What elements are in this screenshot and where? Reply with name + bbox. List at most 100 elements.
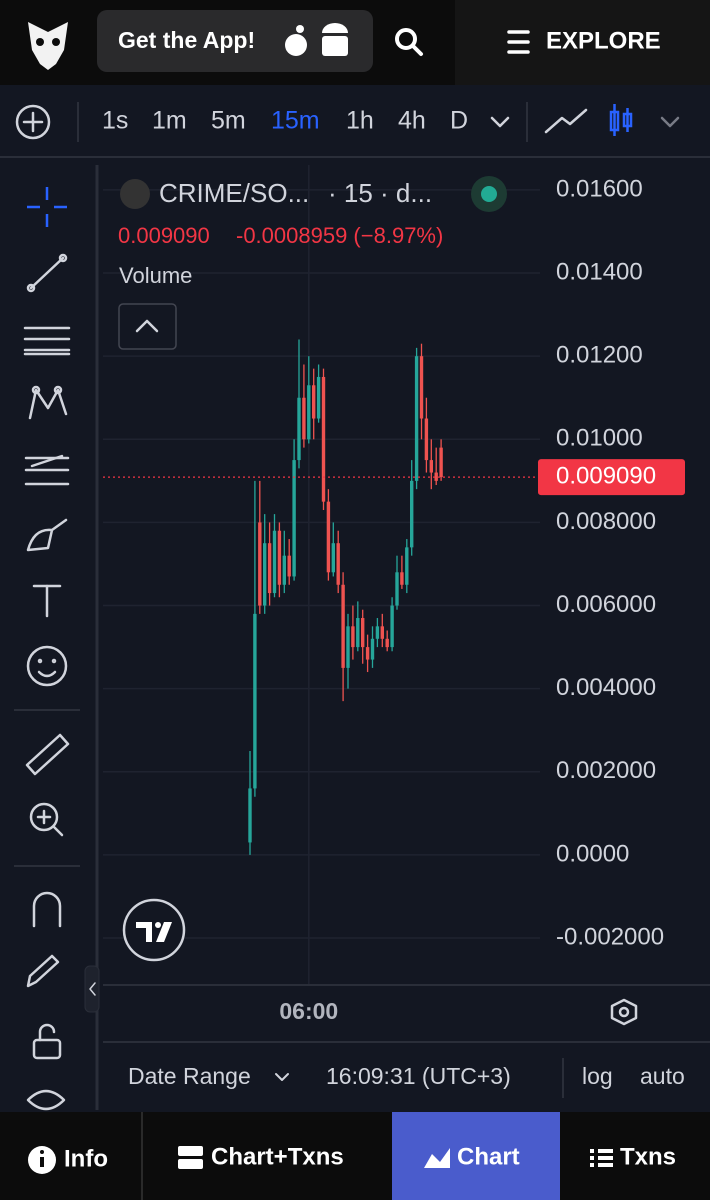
candle-body [331,543,335,573]
interval-button[interactable]: 15m [271,107,320,135]
candle-body [351,626,355,648]
menu-icon [507,30,530,54]
candle-body [405,547,409,585]
android-icon [322,23,348,56]
interval-button[interactable]: 1s [102,107,128,135]
style-dropdown[interactable] [660,116,680,128]
candle-body [375,626,380,639]
last-price-tag [538,459,685,496]
y-tick-label: 0.01000 [556,425,643,452]
text-tool[interactable] [32,584,62,618]
crosshair-tool[interactable] [27,187,67,227]
candle-body [277,530,282,585]
interval-button[interactable]: 4h [398,107,426,135]
candle-style-icon[interactable] [609,104,633,136]
interval-button[interactable]: 5m [211,107,246,135]
candle-body [292,460,296,577]
ruler-tool[interactable] [25,733,70,776]
visibility-tool[interactable] [26,1089,66,1111]
interval-button[interactable]: D [450,107,468,135]
trend-line-tool[interactable] [26,253,68,293]
candle-body [400,572,404,585]
nav-txns[interactable]: Txns [590,1143,676,1170]
candle-body [287,555,291,577]
candle-body [258,522,262,606]
candle-body [410,480,414,548]
indicator-label: Volume [119,263,192,288]
zoom-tool[interactable] [29,802,64,837]
collapse-arrow [89,982,96,996]
nav-label: Txns [620,1143,676,1170]
interval-button[interactable]: 1m [152,107,187,135]
candle-body [341,584,345,668]
y-tick-label: 0.006000 [556,591,656,618]
brush-tool[interactable] [26,518,68,552]
line-style-icon[interactable] [544,108,588,134]
nav-chart[interactable]: Chart [424,1143,520,1170]
interval-info: · 15 · d... [328,178,432,208]
interval-dropdown[interactable] [490,116,510,128]
search-icon[interactable] [395,28,423,56]
price-change: -0.0008959 (−8.97%) [236,223,443,248]
settings-icon[interactable] [610,998,638,1026]
nav-chart-txns[interactable]: Chart+Txns [178,1143,344,1170]
fib-tool[interactable] [23,326,71,356]
chevron-up [135,319,159,333]
lock-tool[interactable] [32,1023,62,1060]
tools-panel [0,158,95,1110]
lock-drawing-tool[interactable] [26,954,60,988]
pattern-tool[interactable] [28,385,68,420]
last-price: 0.009090 [118,223,210,248]
candle-body [395,572,399,606]
get-app-button[interactable] [97,10,373,72]
candle-body [326,501,331,573]
emoji-tool[interactable] [26,645,68,687]
interval-button[interactable]: 1h [346,107,374,135]
candle-body [346,626,350,668]
symbol-icon [120,179,150,209]
collapse-indicators[interactable] [118,303,177,350]
candle-body [424,418,429,461]
candle-body [282,555,286,585]
candle-body [321,376,326,502]
candle-body [253,613,257,789]
logo[interactable] [28,22,68,70]
y-tick-label: 0.008000 [556,508,656,535]
apple-icon [285,25,307,56]
candle-body [267,543,272,594]
y-tick-label: 0.01400 [556,258,643,285]
explore-text: EXPLORE [546,27,661,54]
date-range-dropdown [275,1073,289,1081]
last-price-tag-text: 0.009090 [556,462,656,489]
y-tick-label: 0.01200 [556,342,643,369]
candle-body [439,447,443,478]
candle-body [361,618,365,648]
market-status [481,186,497,202]
log-toggle[interactable]: log [582,1063,613,1089]
add-symbol-icon[interactable] [15,104,51,140]
candle-body [419,356,424,419]
candle-body [336,543,340,585]
settings-icon-center [618,1006,630,1018]
date-range[interactable]: Date Range [128,1063,251,1089]
nav-info[interactable]: Info [28,1145,108,1174]
candle-body [390,605,394,648]
candle-body [302,397,306,440]
projection-tool[interactable] [24,454,70,486]
y-tick-label: 0.002000 [556,757,656,784]
candle-body [356,618,360,648]
candle-body [429,460,433,473]
nav-label: Info [64,1145,108,1172]
magnet-tool[interactable] [32,891,62,928]
clock: 16:09:31 (UTC+3) [326,1063,511,1089]
collapse-handle[interactable] [84,965,100,1013]
candle-body [263,543,267,606]
candle-body [297,397,301,461]
tradingview-logo [122,898,186,962]
candle-body [316,376,321,419]
auto-toggle[interactable]: auto [640,1063,685,1089]
get-app-text: Get the App! [118,27,255,53]
nav-chart-active[interactable] [392,1112,560,1200]
explore-button[interactable] [455,0,710,85]
